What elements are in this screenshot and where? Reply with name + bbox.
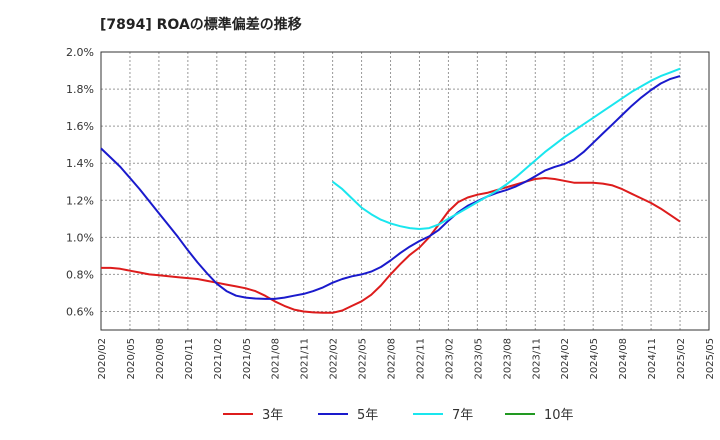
- legend-label-1: 3年: [262, 408, 283, 423]
- series-line-2: [100, 75, 681, 300]
- y-tick-label: 1.6%: [66, 120, 94, 133]
- legend-label-3: 7年: [452, 408, 473, 423]
- x-tick-label: 2022/02: [329, 338, 340, 380]
- x-tick-label: 2023/05: [473, 338, 484, 380]
- legend-label-4: 10年: [544, 408, 574, 423]
- x-tick-label: 2023/08: [502, 338, 513, 380]
- x-tick-label: 2023/11: [531, 338, 542, 380]
- x-tick-label: 2023/02: [444, 338, 455, 380]
- y-tick-label: 0.6%: [66, 305, 94, 318]
- x-tick-label: 2024/05: [589, 338, 600, 380]
- legend-label-2: 5年: [357, 408, 378, 423]
- y-tick-label: 1.2%: [66, 194, 94, 207]
- y-tick-label: 2.0%: [66, 46, 94, 59]
- y-tick-label: 1.8%: [66, 83, 94, 96]
- x-tick-label: 2022/05: [358, 338, 369, 380]
- series-line-1: [101, 177, 681, 314]
- plot-border: [100, 51, 710, 331]
- x-tick-label: 2020/02: [97, 338, 108, 380]
- x-tick-label: 2021/11: [300, 338, 311, 380]
- x-tick-label: 2020/05: [126, 338, 137, 380]
- y-tick-label: 1.0%: [66, 231, 94, 244]
- x-tick-label: 2025/02: [676, 338, 687, 380]
- x-tick-label: 2024/08: [618, 338, 629, 380]
- x-tick-label: 2022/11: [415, 338, 426, 380]
- x-tick-label: 2021/08: [271, 338, 282, 380]
- y-tick-label: 0.8%: [66, 268, 94, 281]
- x-tick-label: 2024/02: [560, 338, 571, 380]
- series-line-3: [331, 67, 681, 230]
- x-tick-label: 2024/11: [647, 338, 658, 380]
- y-tick-label: 1.4%: [66, 157, 94, 170]
- x-tick-label: 2020/08: [155, 338, 166, 380]
- x-tick-label: 2020/11: [184, 338, 195, 380]
- plot-area: [101, 52, 709, 330]
- x-tick-label: 2021/05: [242, 338, 253, 380]
- chart-title: [7894] ROAの標準偏差の推移: [100, 17, 302, 33]
- x-tick-label: 2021/02: [213, 338, 224, 380]
- x-tick-label: 2022/08: [387, 338, 398, 380]
- x-tick-label: 2025/05: [705, 338, 716, 380]
